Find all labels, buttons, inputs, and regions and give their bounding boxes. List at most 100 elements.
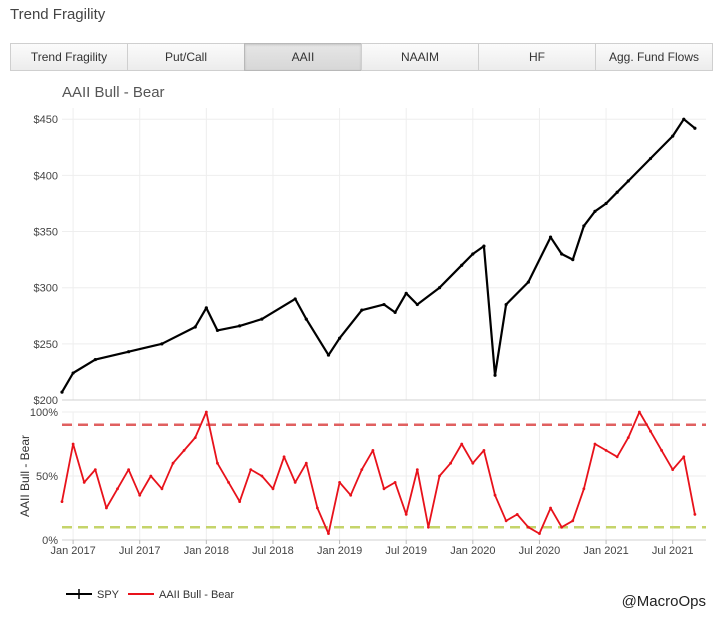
legend-aaii-label: AAII Bull - Bear [159, 589, 235, 601]
aaii-point-14 [216, 461, 219, 465]
aaii-point-43 [538, 532, 541, 535]
aaii-point-37 [471, 461, 475, 465]
aaii-point-45 [560, 525, 564, 529]
spy-point-7 [215, 328, 220, 332]
aaii-point-15 [227, 481, 230, 484]
y-tick-label-5: $450 [34, 114, 58, 126]
spy-point-25 [526, 280, 530, 284]
lower-y-axis-label: AAII Bull - Bear [18, 435, 32, 517]
aaii-point-52 [637, 410, 641, 414]
aaii-point-13 [204, 410, 208, 414]
aaii-point-23 [315, 506, 319, 510]
x-tick-label-9: Jul 2021 [652, 545, 694, 557]
aaii-point-38 [482, 449, 486, 452]
y-tick-label-0: $200 [34, 395, 58, 407]
aaii-point-53 [649, 429, 652, 433]
aaii-point-1 [71, 442, 75, 446]
spy-point-23 [493, 373, 497, 377]
spy-point-32 [615, 190, 619, 194]
aaii-point-56 [682, 455, 686, 459]
aaii-point-47 [582, 487, 586, 491]
x-tick-label-0: Jan 2017 [50, 545, 95, 557]
spy-point-36 [682, 117, 686, 121]
aaii-point-21 [293, 481, 297, 484]
tab-bar: Trend Fragility Put/Call AAII NAAIM HF A… [10, 43, 713, 71]
lower-y-tick-label-2: 100% [30, 407, 58, 419]
spy-point-30 [593, 209, 597, 213]
spy-point-29 [582, 224, 586, 228]
x-tick-label-5: Jul 2019 [385, 545, 427, 557]
x-tick-label-2: Jan 2018 [184, 545, 229, 557]
aaii-point-17 [249, 468, 253, 471]
aaii-point-32 [415, 468, 419, 471]
aaii-point-20 [282, 455, 286, 459]
x-tick-label-4: Jan 2019 [317, 545, 362, 557]
aaii-point-33 [427, 525, 430, 529]
credit-text: @MacroOps [621, 593, 706, 610]
x-tick-label-1: Jul 2017 [119, 545, 161, 557]
chart-title: AAII Bull - Bear [62, 84, 165, 101]
aaii-point-34 [438, 474, 441, 478]
aaii-point-44 [549, 506, 552, 510]
tab-aaii[interactable]: AAII [244, 43, 362, 71]
aaii-point-3 [93, 468, 97, 471]
tab-agg-fund-flows[interactable]: Agg. Fund Flows [595, 43, 713, 71]
spy-point-13 [337, 336, 342, 340]
spy-point-24 [504, 302, 508, 307]
aaii-point-0 [60, 500, 64, 503]
aaii-point-22 [304, 461, 308, 465]
spy-point-4 [160, 342, 164, 346]
aaii-point-28 [371, 449, 375, 452]
aaii-point-39 [493, 493, 497, 497]
spy-point-20 [460, 263, 464, 267]
aaii-point-25 [338, 481, 341, 484]
spy-point-12 [326, 353, 331, 357]
spy-point-1 [71, 371, 75, 375]
aaii-point-48 [593, 442, 597, 446]
tab-hf[interactable]: HF [478, 43, 596, 71]
spy-point-28 [571, 258, 575, 262]
aaii-point-8 [149, 474, 153, 478]
aaii-point-2 [82, 481, 86, 484]
lower-y-tick-label-1: 50% [36, 471, 58, 483]
tab-naaim[interactable]: NAAIM [361, 43, 479, 71]
aaii-point-30 [393, 481, 397, 484]
spy-point-5 [193, 325, 197, 329]
spy-point-10 [293, 297, 297, 301]
aaii-point-46 [571, 519, 575, 523]
aaii-point-11 [182, 449, 186, 452]
aaii-point-31 [404, 513, 408, 516]
aaii-point-41 [515, 513, 519, 516]
x-tick-label-3: Jul 2018 [252, 545, 294, 557]
spy-point-34 [648, 156, 653, 161]
aaii-point-50 [615, 455, 619, 459]
spy-point-27 [560, 252, 564, 256]
aaii-point-4 [105, 506, 108, 510]
x-tick-label-8: Jan 2021 [583, 545, 628, 557]
aaii-point-49 [604, 449, 608, 452]
aaii-point-36 [460, 442, 464, 446]
legend-spy-label: SPY [97, 589, 120, 601]
aaii-point-51 [626, 436, 630, 439]
spy-point-15 [382, 302, 386, 307]
spy-point-0 [60, 390, 64, 394]
y-tick-label-3: $350 [34, 227, 58, 239]
spy-point-16 [393, 310, 397, 314]
aaii-point-29 [382, 487, 386, 491]
aaii-point-19 [271, 487, 275, 491]
spy-point-37 [693, 126, 697, 130]
aaii-point-27 [360, 468, 364, 471]
spy-point-14 [360, 308, 364, 312]
aaii-point-18 [260, 474, 264, 478]
aaii-point-10 [171, 461, 175, 465]
aaii-point-5 [116, 487, 119, 491]
y-tick-label-1: $250 [34, 339, 58, 351]
spy-point-22 [482, 244, 486, 248]
spy-point-31 [604, 201, 608, 206]
aaii-point-9 [160, 487, 164, 491]
spy-point-26 [548, 235, 553, 239]
aaii-point-57 [693, 513, 697, 516]
x-tick-label-6: Jan 2020 [450, 545, 495, 557]
aaii-point-24 [327, 532, 330, 535]
y-tick-label-4: $400 [34, 170, 58, 182]
